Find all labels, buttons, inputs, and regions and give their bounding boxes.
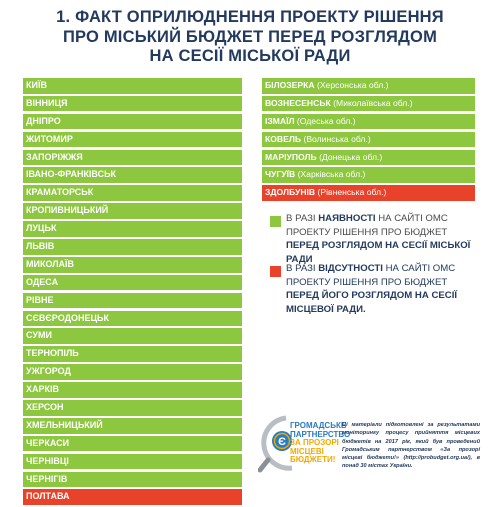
city-name: ЗДОЛБУНІВ — [265, 187, 316, 198]
city-row: МИКОЛАЇВ — [23, 256, 242, 273]
city-region: (Харківська обл.) — [295, 169, 366, 180]
city-row: ХМЕЛЬНИЦЬКИЙ — [23, 417, 242, 434]
legend-green-text: В РАЗІ НАЯВНОСТІ НА САЙТІ ОМС ПРОЕКТУ РІ… — [286, 213, 471, 265]
city-name: РІВНЕ — [26, 294, 54, 305]
city-name: БІЛОЗЕРКА — [265, 80, 315, 90]
city-region: (Рівненська обл.) — [315, 187, 387, 198]
city-row: ПОЛТАВА — [23, 489, 242, 506]
city-row: ЧЕРКАСИ — [23, 435, 242, 452]
city-name: ВОЗНЕСЕНСЬК — [265, 97, 331, 108]
title-line-3: НА СЕСІЇ МІСЬКОЇ РАДИ — [149, 47, 351, 65]
city-row: КОВЕЛЬ (Волинська обл.) — [262, 131, 475, 148]
city-row: ЛУЦЬК — [23, 221, 242, 237]
city-row: ЖИТОМИР — [23, 131, 242, 148]
city-row: УЖГОРОД — [23, 364, 242, 380]
city-row: МАРІУПОЛЬ (Донецька обл.) — [262, 149, 475, 166]
city-row: ЛЬВІВ — [23, 239, 242, 255]
city-name: ЗАПОРІЖЖЯ — [26, 151, 83, 162]
page-title: 1. ФАКТ ОПРИЛЮДНЕННЯ ПРОЕКТУ РІШЕННЯ ПРО… — [0, 8, 500, 67]
city-name: ХАРКІВ — [26, 384, 59, 395]
right-city-list: БІЛОЗЕРКА (Херсонська обл.) ВОЗНЕСЕНСЬК (… — [262, 78, 475, 203]
city-name: ТЕРНОПІЛЬ — [26, 348, 79, 359]
city-name: ХМЕЛЬНИЦЬКИЙ — [26, 419, 103, 430]
city-row: ДНІПРО — [23, 113, 242, 130]
city-row: РІВНЕ — [23, 292, 242, 309]
city-row: ХАРКІВ — [23, 382, 242, 398]
city-row: КРАМАТОРСЬК — [23, 185, 242, 201]
legend-green: В РАЗІ НАЯВНОСТІ НА САЙТІ ОМС ПРОЕКТУ РІ… — [270, 212, 475, 266]
coin-e-logo-icon: Є — [258, 415, 293, 473]
city-row: ЗДОЛБУНІВ (Рівненська обл.) — [262, 185, 475, 201]
city-name: ЧЕРНІГІВ — [26, 473, 68, 484]
legend-red-text: В РАЗІ ВІДСУТНОСТІ НА САЙТІ ОМС ПРОЕКТУ … — [286, 263, 458, 315]
city-row: ТЕРНОПІЛЬ — [23, 346, 242, 362]
city-name: ЛЬВІВ — [26, 241, 55, 252]
red-square-icon — [270, 266, 281, 277]
city-name: ОДЕСА — [26, 276, 59, 287]
city-row: ЧУГУЇВ (Харківська обл.) — [262, 167, 475, 184]
city-name: УЖГОРОД — [26, 366, 71, 377]
svg-text:Є: Є — [278, 436, 286, 448]
city-name: КРАМАТОРСЬК — [26, 187, 94, 198]
city-row: ОДЕСА — [23, 274, 242, 291]
city-name: МИКОЛАЇВ — [26, 258, 75, 269]
city-name: ЧУГУЇВ — [265, 169, 296, 180]
city-row: ІЗМАЇЛ (Одеська обл.) — [262, 113, 475, 130]
city-name: ХЕРСОН — [26, 402, 64, 413]
city-row: ВІННИЦЯ — [23, 95, 242, 112]
city-name: ВІННИЦЯ — [26, 97, 68, 108]
city-region: (Одеська обл.) — [294, 115, 356, 126]
city-region: (Херсонська обл.) — [314, 80, 389, 90]
city-region: (Донецька обл.) — [316, 151, 383, 162]
city-name: КОВЕЛЬ — [265, 133, 302, 144]
city-name: СЄВЄРОДОНЕЦЬК — [26, 312, 110, 323]
city-name: ЧЕРКАСИ — [26, 437, 70, 448]
city-name: КИЇВ — [26, 80, 47, 90]
city-name: КРОПИВНИЦЬКИЙ — [26, 205, 109, 216]
city-name: МАРІУПОЛЬ — [265, 151, 317, 162]
city-region: (Миколаївська обл.) — [330, 97, 413, 108]
city-name: ЖИТОМИР — [26, 133, 73, 144]
city-row: КИЇВ — [23, 78, 242, 94]
city-row: ВОЗНЕСЕНСЬК (Миколаївська обл.) — [262, 95, 475, 112]
green-square-icon — [270, 216, 281, 227]
city-name: ІВАНО-ФРАНКІВСЬК — [26, 169, 117, 180]
city-row: ЧЕРНІГІВ — [23, 471, 242, 488]
city-name: ПОЛТАВА — [26, 491, 70, 502]
logo-text: ГРОМАДСЬКЕ ПАРТНЕРСТВО ЗА ПРОЗОРІ МІСЦЕВ… — [290, 421, 351, 464]
title-line-2: ПРО МІСЬКИЙ БЮДЖЕТ ПЕРЕД РОЗГЛЯДОМ — [62, 27, 438, 46]
city-region: (Волинська обл.) — [301, 133, 371, 144]
city-row: ЗАПОРІЖЖЯ — [23, 149, 242, 166]
footnote: Ці матеріали підготовлені за результатам… — [342, 422, 480, 470]
city-row: КРОПИВНИЦЬКИЙ — [23, 203, 242, 219]
city-row: СУМИ — [23, 328, 242, 345]
legend-red: В РАЗІ ВІДСУТНОСТІ НА САЙТІ ОМС ПРОЕКТУ … — [270, 262, 475, 316]
city-row: СЄВЄРОДОНЕЦЬК — [23, 310, 242, 327]
city-name: ІЗМАЇЛ — [265, 115, 295, 126]
city-name: ЧЕРНІВЦІ — [26, 455, 69, 466]
city-name: ЛУЦЬК — [26, 223, 57, 234]
city-name: СУМИ — [26, 330, 52, 341]
city-row: БІЛОЗЕРКА (Херсонська обл.) — [262, 78, 475, 94]
title-line-1: 1. ФАКТ ОПРИЛЮДНЕННЯ ПРОЕКТУ РІШЕННЯ — [56, 8, 444, 26]
city-name: ДНІПРО — [26, 115, 61, 126]
city-row: ЧЕРНІВЦІ — [23, 453, 242, 470]
left-city-list: КИЇВ ВІННИЦЯ ДНІПРО ЖИТОМИР ЗАПОРІЖЖЯ ІВАНО-Ф… — [23, 78, 242, 507]
city-row: ІВАНО-ФРАНКІВСЬК — [23, 167, 242, 184]
city-row: ХЕРСОН — [23, 400, 242, 416]
